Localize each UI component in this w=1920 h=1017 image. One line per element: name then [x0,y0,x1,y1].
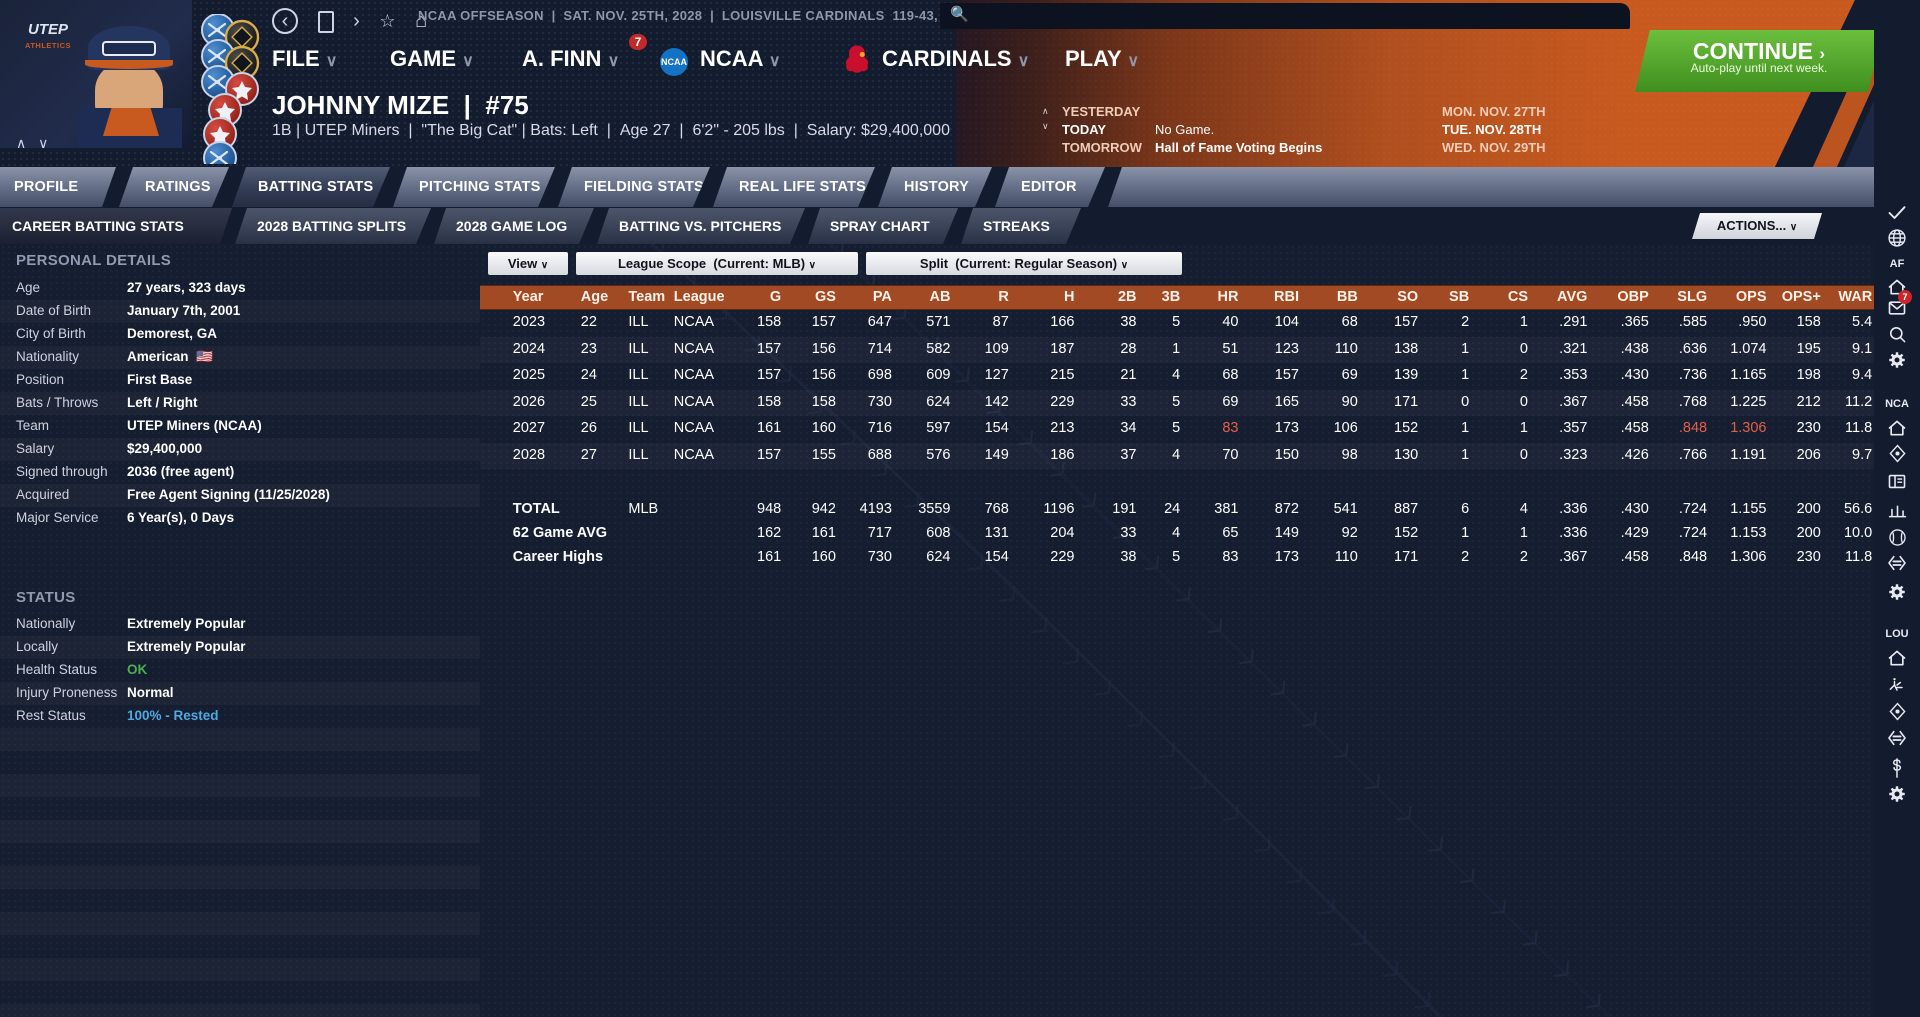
svg-text:UTEP: UTEP [28,21,69,38]
svg-text:ATHLETICS: ATHLETICS [25,41,71,50]
